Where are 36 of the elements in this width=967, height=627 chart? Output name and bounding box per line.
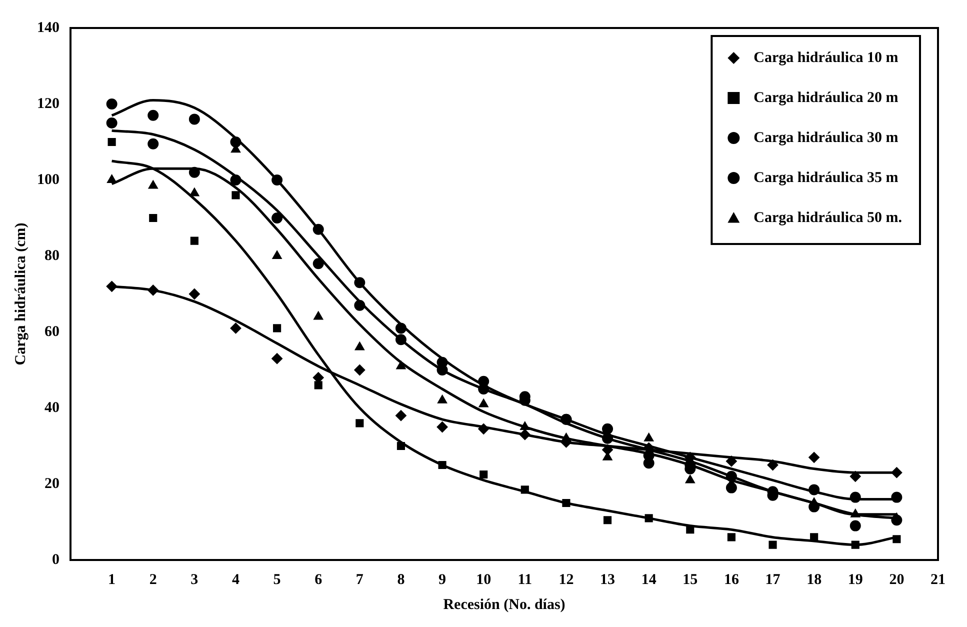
x-tick-label: 2 <box>149 572 157 588</box>
y-tick-label: 100 <box>37 172 60 188</box>
x-tick-label: 9 <box>438 572 446 588</box>
x-tick-label: 20 <box>889 572 904 588</box>
y-tick-label: 40 <box>44 400 60 416</box>
x-tick-label: 3 <box>190 572 198 588</box>
x-tick-label: 17 <box>765 572 781 588</box>
x-tick-label: 8 <box>397 572 405 588</box>
x-tick-label: 10 <box>476 572 492 588</box>
x-tick-label: 7 <box>356 572 364 588</box>
x-tick-label: 16 <box>724 572 740 588</box>
legend-label: Carga hidráulica 10 m <box>754 50 899 66</box>
x-tick-label: 6 <box>314 572 323 588</box>
y-tick-label: 140 <box>37 20 60 36</box>
x-tick-label: 13 <box>600 572 616 588</box>
y-tick-label: 80 <box>44 248 60 264</box>
y-tick-label: 20 <box>44 476 60 492</box>
x-tick-label: 4 <box>232 572 240 588</box>
x-tick-label: 11 <box>518 572 532 588</box>
legend-label: Carga hidráulica 50 m. <box>754 210 902 226</box>
y-tick-label: 120 <box>37 96 60 112</box>
x-tick-label: 21 <box>930 572 946 588</box>
legend-label: Carga hidráulica 20 m <box>754 90 899 106</box>
x-tick-label: 1 <box>108 572 116 588</box>
legend-label: Carga hidráulica 35 m <box>754 170 899 186</box>
x-axis-title: Recesión (No. días) <box>443 596 566 613</box>
x-tick-label: 19 <box>848 572 863 588</box>
x-tick-label: 14 <box>641 572 657 588</box>
x-tick-label: 15 <box>682 572 698 588</box>
y-tick-label: 60 <box>44 324 60 340</box>
x-tick-label: 5 <box>273 572 281 588</box>
legend-label: Carga hidráulica 30 m <box>754 130 899 146</box>
x-tick-label: 12 <box>558 572 574 588</box>
y-axis-title: Carga hidráulica (cm) <box>12 222 29 366</box>
y-tick-label: 0 <box>52 552 60 568</box>
x-tick-label: 18 <box>806 572 822 588</box>
